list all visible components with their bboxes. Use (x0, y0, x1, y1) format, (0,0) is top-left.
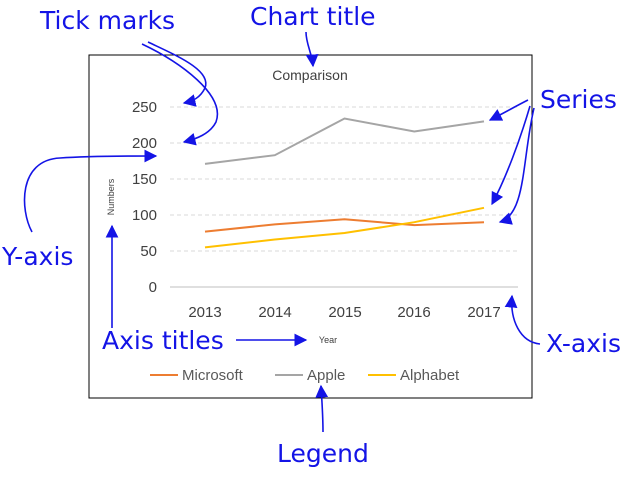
annotation-chart-title: Chart title (250, 2, 376, 31)
legend-label-apple: Apple (307, 367, 345, 384)
y-tick-labels: 250 200 150 100 50 0 (132, 99, 157, 296)
legend-label-microsoft: Microsoft (182, 367, 244, 384)
y-tick-label: 50 (140, 243, 157, 260)
y-tick-label: 100 (132, 207, 157, 224)
x-tick-label: 2016 (397, 304, 430, 321)
legend: Microsoft Apple Alphabet (150, 367, 460, 384)
chart-frame (88, 54, 533, 399)
x-tick-labels: 2013 2014 2015 2016 2017 (188, 304, 500, 321)
y-tick-label: 250 (132, 99, 157, 116)
chart-title: Comparison (272, 67, 347, 83)
y-axis-title: Numbers (106, 178, 116, 215)
arrow-x-axis (504, 294, 541, 345)
x-tick-label: 2013 (188, 304, 221, 321)
y-tick-label: 150 (132, 171, 157, 188)
x-tick-label: 2017 (467, 304, 500, 321)
series-line-apple (204, 117, 485, 165)
arrow-legend (315, 384, 329, 433)
series-group (204, 117, 485, 249)
x-tick-label: 2014 (258, 304, 291, 321)
y-tick-label: 200 (132, 135, 157, 152)
arrow-series-alphabet (491, 105, 531, 206)
y-tick-label: 0 (149, 279, 157, 296)
arrow-tick-marks-lower (141, 43, 219, 146)
annotation-legend: Legend (277, 439, 369, 468)
annotation-axis-titles: Axis titles (102, 326, 224, 355)
series-line-alphabet (204, 206, 485, 249)
arrow-series-microsoft (498, 107, 535, 225)
gridlines (170, 106, 518, 252)
x-tick-label: 2015 (328, 304, 361, 321)
arrow-y-axis (23, 149, 158, 233)
annotation-arrows (23, 31, 541, 433)
annotation-tick-marks: Tick marks (39, 6, 175, 35)
annotation-y-axis: Y-axis (1, 242, 73, 271)
x-axis-title: Year (319, 335, 337, 345)
series-line-microsoft (204, 218, 485, 233)
annotation-series: Series (540, 85, 617, 114)
arrow-chart-title (305, 31, 319, 68)
legend-label-alphabet: Alphabet (400, 367, 460, 384)
arrow-series-apple (488, 99, 529, 121)
annotation-x-axis: X-axis (546, 329, 621, 358)
